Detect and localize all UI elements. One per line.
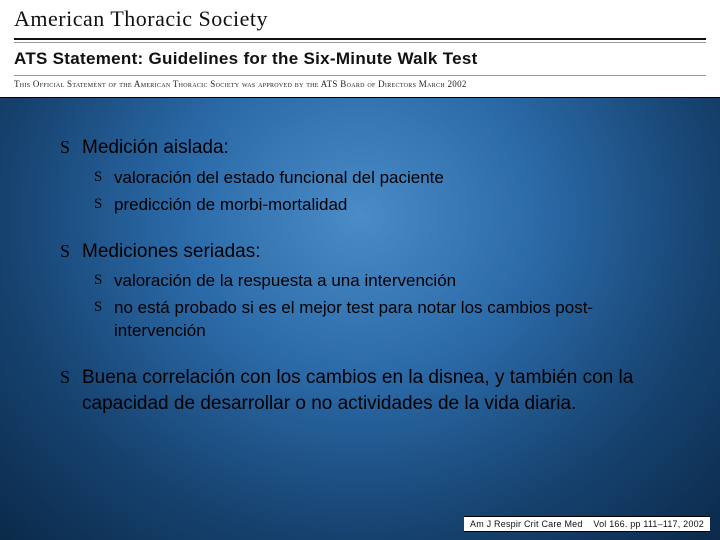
list-item-text: no está probado si es el mejor test para…: [114, 297, 660, 343]
bullet-icon: S: [94, 297, 114, 317]
bullet-icon: S: [60, 239, 82, 263]
header-approval-row: This Official Statement of the American …: [0, 76, 720, 97]
list-item-text: predicción de morbi-mortalidad: [114, 194, 347, 217]
bullet-icon: S: [94, 167, 114, 187]
list-item: S valoración del estado funcional del pa…: [94, 167, 660, 190]
section-title: Medición aislada:: [82, 135, 229, 161]
list-item: S valoración de la respuesta a una inter…: [94, 270, 660, 293]
bullet-icon: S: [60, 135, 82, 159]
section-title: Buena correlación con los cambios en la …: [82, 365, 660, 416]
list-item-text: valoración de la respuesta a una interve…: [114, 270, 456, 293]
slide: American Thoracic Society ATS Statement:…: [0, 0, 720, 540]
section-block: S Mediciones seriadas: S valoración de l…: [60, 239, 660, 343]
header-block: American Thoracic Society ATS Statement:…: [0, 0, 720, 98]
list-item-text: valoración del estado funcional del paci…: [114, 167, 444, 190]
divider: [14, 38, 706, 40]
content-area: S Medición aislada: S valoración del est…: [60, 135, 660, 438]
section-block: S Buena correlación con los cambios en l…: [60, 365, 660, 416]
bullet-icon: S: [94, 270, 114, 290]
approval-text: This Official Statement of the American …: [14, 79, 706, 91]
list-item: S predicción de morbi-mortalidad: [94, 194, 660, 217]
header-org-row: American Thoracic Society: [0, 0, 720, 34]
header-statement-row: ATS Statement: Guidelines for the Six-Mi…: [0, 43, 720, 71]
org-name: American Thoracic Society: [14, 6, 706, 32]
list-item: S no está probado si es el mejor test pa…: [94, 297, 660, 343]
list-item: S Buena correlación con los cambios en l…: [60, 365, 660, 416]
section-block: S Medición aislada: S valoración del est…: [60, 135, 660, 217]
section-title: Mediciones seriadas:: [82, 239, 260, 265]
citation-journal: Am J Respir Crit Care Med: [470, 519, 583, 529]
bullet-icon: S: [94, 194, 114, 214]
citation-badge: Am J Respir Crit Care Med Vol 166. pp 11…: [464, 516, 710, 532]
statement-title: ATS Statement: Guidelines for the Six-Mi…: [14, 49, 706, 69]
citation-details: Vol 166. pp 111–117, 2002: [593, 519, 704, 529]
bullet-icon: S: [60, 365, 82, 389]
list-item: S Medición aislada:: [60, 135, 660, 161]
list-item: S Mediciones seriadas:: [60, 239, 660, 265]
